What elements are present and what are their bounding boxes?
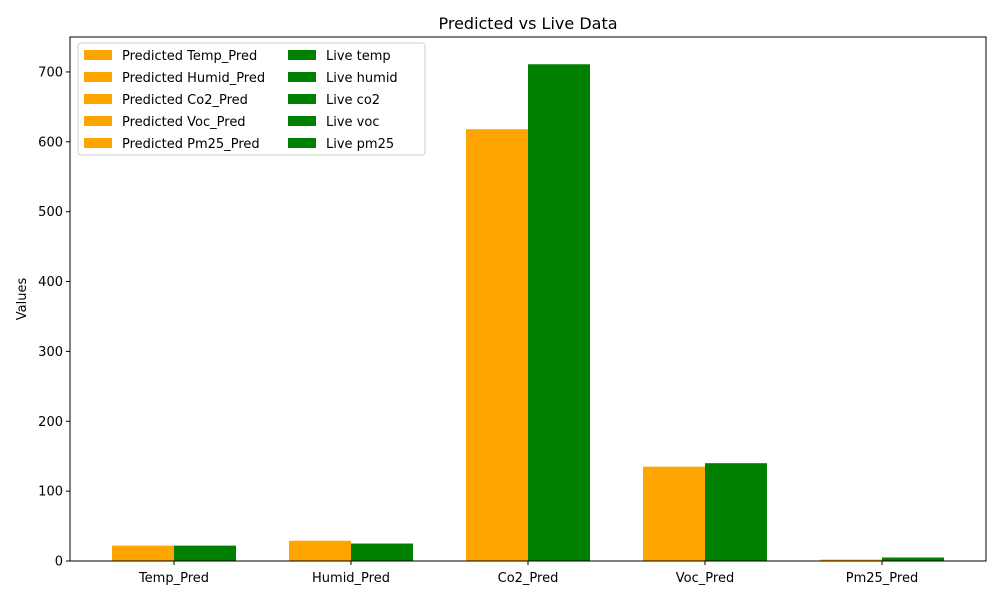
legend: Predicted Temp_Pred Predicted Humid_Pred P… [77, 42, 426, 156]
bar-live-co2_pred [528, 64, 590, 562]
y-tick-label: 300 [38, 345, 63, 360]
x-tick-label: Pm25_Pred [846, 571, 918, 586]
legend-swatch [84, 116, 112, 126]
y-axis-title: Values [15, 278, 30, 321]
legend-label: Live humid [326, 71, 398, 86]
legend-swatch [84, 72, 112, 82]
y-tick-label: 100 [38, 485, 63, 500]
legend-label: Live pm25 [326, 137, 394, 152]
legend-label: Predicted Temp_Pred [122, 49, 257, 64]
bar-live-temp_pred [174, 545, 236, 561]
bar-predicted-voc_pred [643, 466, 705, 561]
legend-swatch [288, 116, 316, 126]
y-tick-label: 600 [38, 135, 63, 150]
x-tick-label: Voc_Pred [676, 571, 734, 586]
y-tick-label: 200 [38, 415, 63, 430]
x-tick-label: Humid_Pred [312, 571, 390, 586]
y-tick-label: 700 [38, 65, 63, 80]
legend-label: Predicted Humid_Pred [122, 71, 265, 86]
y-tick-label: 400 [38, 275, 63, 290]
legend-label: Live voc [326, 115, 379, 130]
legend-box [77, 42, 426, 156]
legend-swatch [288, 94, 316, 104]
bar-predicted-humid_pred [289, 540, 351, 561]
bar-live-pm25_pred [882, 557, 944, 561]
legend-label: Predicted Voc_Pred [122, 115, 246, 130]
legend-swatch [84, 138, 112, 148]
bar-predicted-pm25_pred [820, 559, 882, 561]
bar-live-voc_pred [705, 463, 767, 561]
legend-swatch [288, 138, 316, 148]
legend-label: Predicted Pm25_Pred [122, 137, 260, 152]
legend-swatch [84, 94, 112, 104]
legend-label: Live temp [326, 49, 391, 64]
bar-predicted-co2_pred [466, 129, 528, 561]
y-tick-label: 0 [55, 555, 63, 570]
legend-swatch [84, 50, 112, 60]
y-tick-label: 500 [38, 205, 63, 220]
legend-label: Live co2 [326, 93, 380, 108]
x-tick-label: Temp_Pred [138, 571, 209, 586]
x-tick-label: Co2_Pred [498, 571, 559, 586]
bars-group [112, 64, 944, 562]
legend-label: Predicted Co2_Pred [122, 93, 248, 108]
chart-title: Predicted vs Live Data [438, 14, 617, 33]
bar-predicted-temp_pred [112, 545, 174, 561]
legend-swatch [288, 50, 316, 60]
legend-swatch [288, 72, 316, 82]
axes-group: 0 100 200 300 400 500 600 700 Temp_Pred Humid_Pre… [38, 36, 987, 586]
bar-live-humid_pred [351, 543, 413, 561]
